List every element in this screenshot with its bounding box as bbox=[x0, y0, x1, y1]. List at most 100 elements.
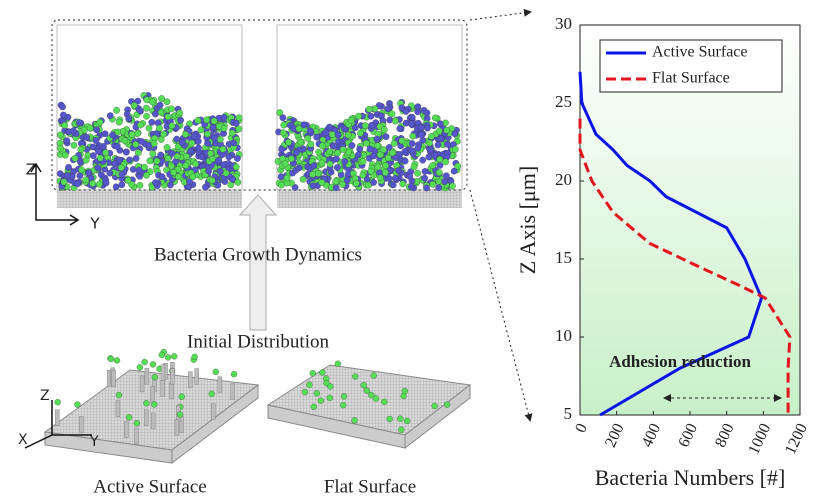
schematic: Z Y Bacteria Growth Dynamics Initial Dis… bbox=[18, 12, 530, 497]
pillar bbox=[161, 365, 165, 381]
bacterium bbox=[352, 417, 358, 423]
bacterium bbox=[113, 184, 119, 190]
bacterium bbox=[151, 140, 157, 146]
bacterium bbox=[326, 148, 332, 154]
bacterium bbox=[159, 352, 165, 358]
bacterium bbox=[171, 353, 177, 359]
bacterium bbox=[137, 107, 143, 113]
bacterium bbox=[129, 131, 135, 137]
bacterium bbox=[411, 164, 417, 170]
bacterium bbox=[319, 160, 325, 166]
y-tick-label: 25 bbox=[555, 92, 572, 111]
bacterium bbox=[64, 138, 70, 144]
caption: Flat Surface bbox=[324, 476, 416, 497]
bacterium bbox=[236, 126, 242, 132]
bacterium bbox=[404, 418, 410, 424]
bacterium bbox=[167, 182, 173, 188]
bacterium bbox=[74, 402, 80, 408]
bacterium bbox=[402, 388, 408, 394]
pillar bbox=[161, 381, 165, 397]
bacterium bbox=[391, 140, 397, 146]
bacterium bbox=[444, 127, 450, 133]
bacterium bbox=[402, 158, 408, 164]
bacterium bbox=[387, 117, 393, 123]
bacterium bbox=[406, 173, 412, 179]
y-tick-label: 30 bbox=[555, 14, 572, 33]
bacterium bbox=[133, 155, 139, 161]
bacterium bbox=[385, 106, 391, 112]
bacterium bbox=[418, 131, 424, 137]
bacterium bbox=[78, 167, 84, 173]
bacterium bbox=[235, 179, 241, 185]
bacterium bbox=[296, 126, 302, 132]
bacterium bbox=[368, 392, 374, 398]
bacterium bbox=[70, 128, 76, 134]
bacterium bbox=[118, 164, 124, 170]
bacterium bbox=[168, 106, 174, 112]
bacterium bbox=[143, 105, 149, 111]
bacterium bbox=[326, 124, 332, 130]
bacterium bbox=[205, 168, 211, 174]
bacterium bbox=[363, 140, 369, 146]
bacterium bbox=[335, 132, 341, 138]
bacterium bbox=[217, 168, 223, 174]
bacterium bbox=[233, 164, 239, 170]
bacterium bbox=[348, 117, 354, 123]
bacterium bbox=[207, 150, 213, 156]
bacterium bbox=[409, 114, 415, 120]
bacterium bbox=[444, 141, 450, 147]
bacterium bbox=[209, 391, 215, 397]
bacterium bbox=[392, 175, 398, 181]
bacterium bbox=[310, 370, 316, 376]
bacterium bbox=[137, 122, 143, 128]
bacterium bbox=[297, 139, 303, 145]
bacterium bbox=[154, 158, 160, 164]
bacterium bbox=[203, 117, 209, 123]
bacterium bbox=[179, 394, 185, 400]
bacterium bbox=[231, 371, 237, 377]
bacterium bbox=[109, 132, 115, 138]
bacterium bbox=[409, 140, 415, 146]
bacterium bbox=[143, 113, 149, 119]
bacterium bbox=[226, 154, 232, 160]
bacterium bbox=[84, 134, 90, 140]
bacterium bbox=[114, 143, 120, 149]
bacterium bbox=[369, 122, 375, 128]
legend-label: Active Surface bbox=[652, 44, 748, 61]
bacterium bbox=[429, 162, 435, 168]
bacterium bbox=[90, 144, 96, 150]
bacterium bbox=[403, 108, 409, 114]
bacterium bbox=[424, 110, 430, 116]
bacterium bbox=[278, 182, 284, 188]
bacterium bbox=[382, 169, 388, 175]
bacterium bbox=[318, 398, 324, 404]
bacterium bbox=[217, 136, 223, 142]
bacterium bbox=[432, 403, 438, 409]
pillar bbox=[140, 376, 144, 392]
bacterium bbox=[345, 149, 351, 155]
bacterium bbox=[135, 150, 141, 156]
bacterium bbox=[323, 129, 329, 135]
bacterium bbox=[309, 171, 315, 177]
pillar bbox=[175, 420, 179, 436]
bacterium bbox=[76, 119, 82, 125]
pillar bbox=[116, 401, 120, 417]
bacterium bbox=[220, 162, 226, 168]
bacterium bbox=[335, 361, 341, 367]
bacterium bbox=[409, 148, 415, 154]
bacterium bbox=[93, 127, 99, 133]
bacterium bbox=[426, 140, 432, 146]
y-tick-label: 10 bbox=[555, 326, 572, 345]
bacterium bbox=[374, 136, 380, 142]
bacterium bbox=[415, 145, 421, 151]
bacterium bbox=[165, 114, 171, 120]
bacterium bbox=[308, 141, 314, 147]
bacterium bbox=[333, 185, 339, 191]
bacterium bbox=[432, 152, 438, 158]
bacterium bbox=[452, 131, 458, 137]
bacterium bbox=[444, 402, 450, 408]
bacterium bbox=[361, 382, 367, 388]
bacterium bbox=[149, 99, 155, 105]
bacterium bbox=[277, 109, 283, 115]
bacterium bbox=[349, 142, 355, 148]
